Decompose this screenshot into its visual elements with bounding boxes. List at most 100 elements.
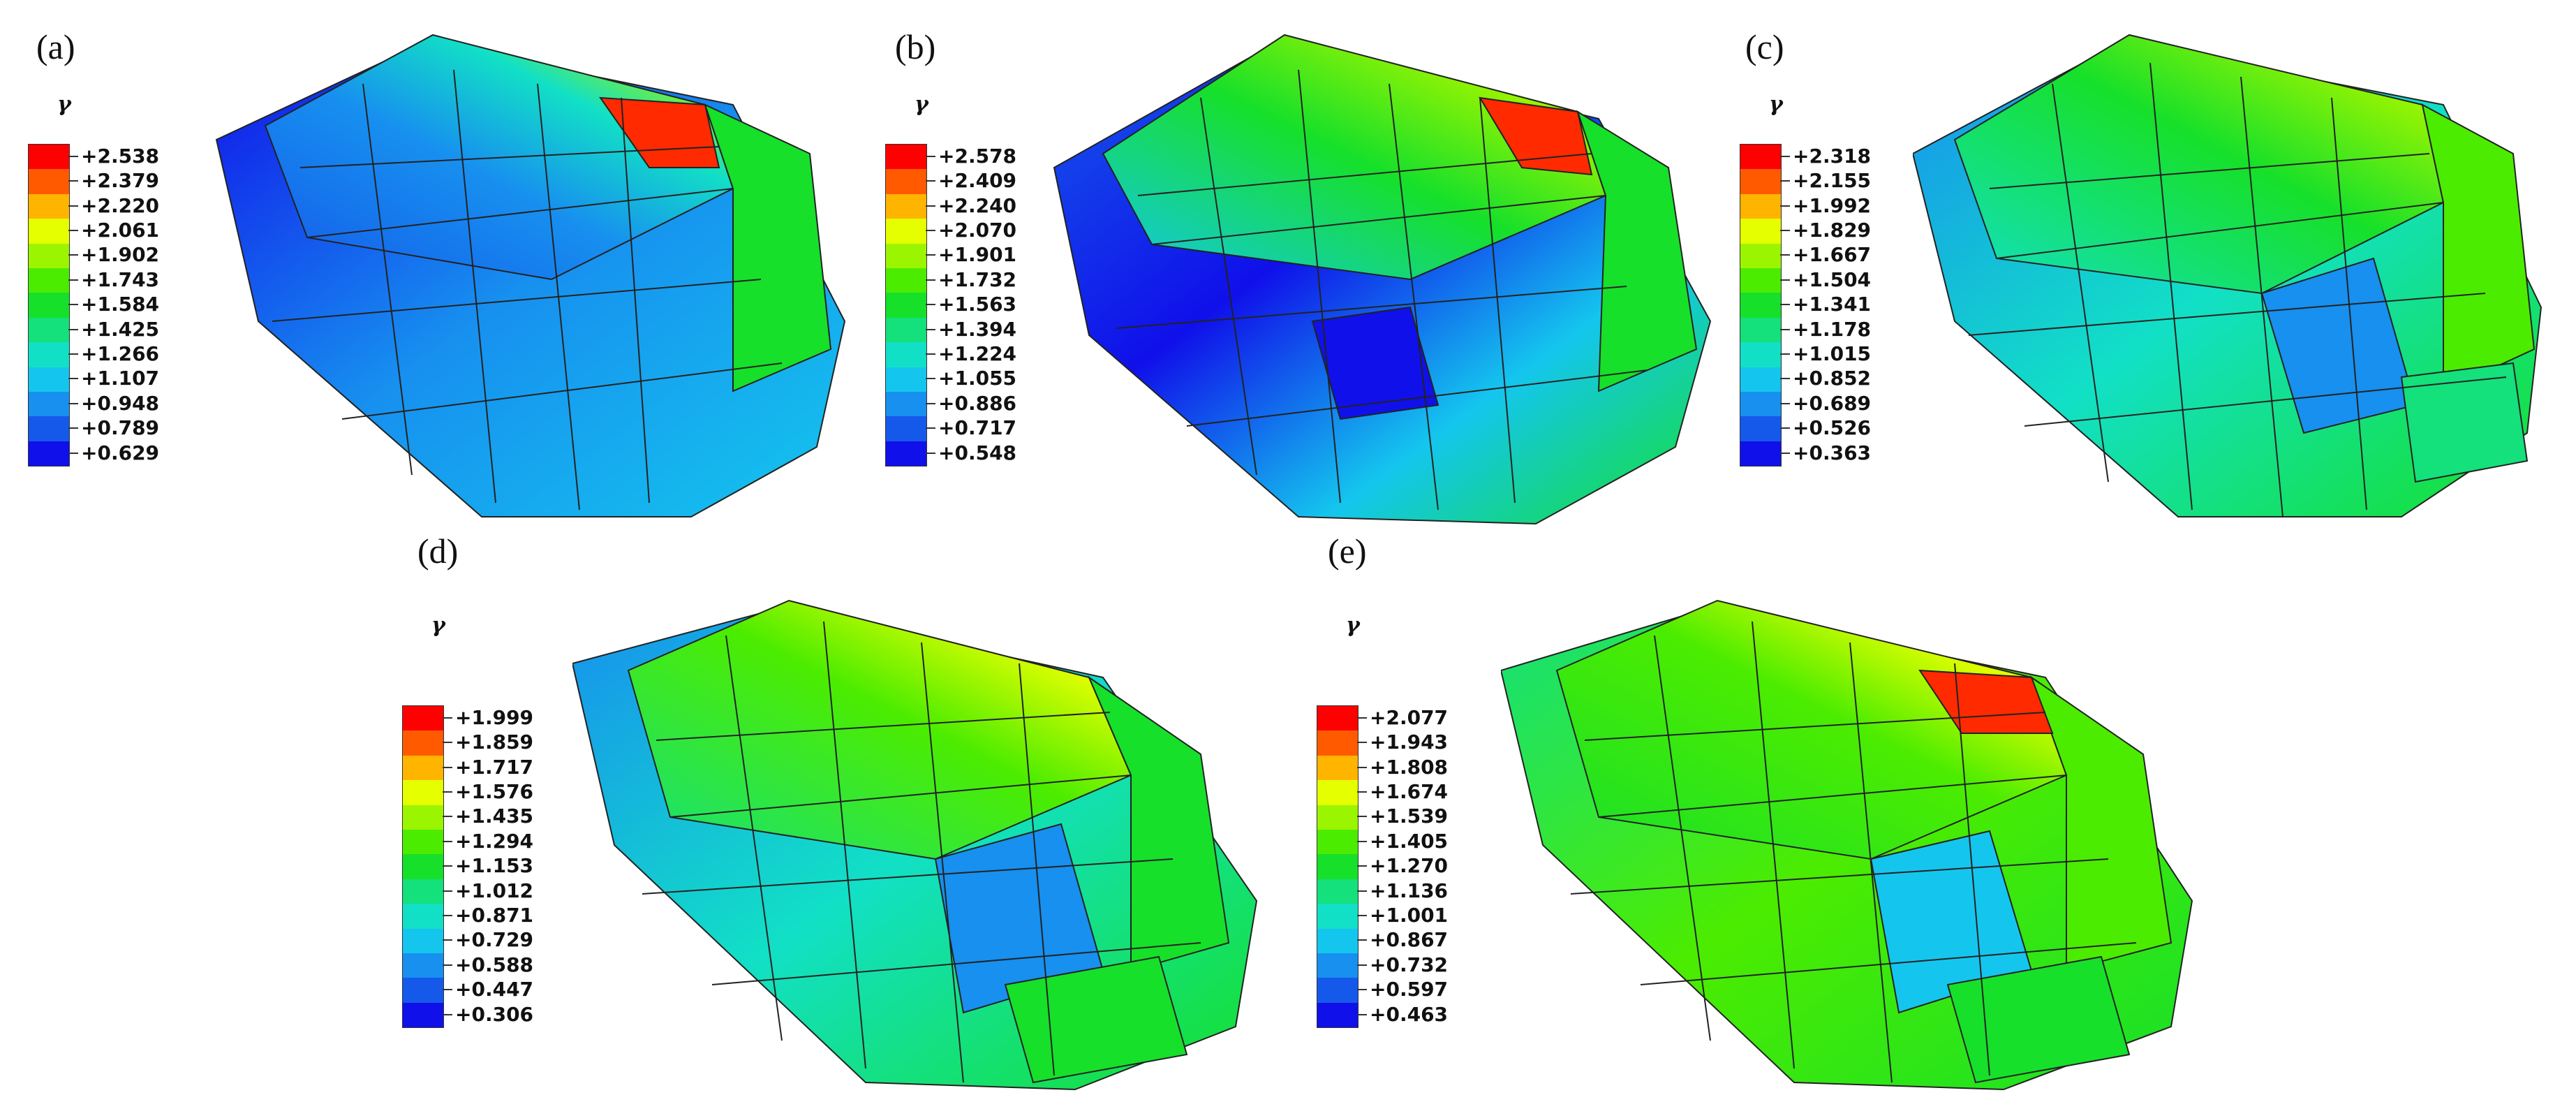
color-swatch [886, 342, 926, 367]
legend-value: +0.886 [938, 391, 1017, 415]
color-swatch [1740, 145, 1781, 170]
legend-tick [68, 378, 78, 380]
legend-tick [1780, 328, 1790, 330]
legend-value: +0.732 [1370, 953, 1449, 976]
legend-tick [926, 180, 935, 182]
color-swatch [1317, 854, 1358, 879]
legend-value: +0.717 [938, 416, 1017, 440]
color-swatch [1317, 928, 1358, 953]
color-swatch [403, 928, 443, 953]
color-swatch [29, 317, 69, 343]
legend-tick [68, 402, 78, 404]
legend-value: +1.055 [938, 367, 1017, 390]
legend-value: +1.674 [1370, 779, 1449, 803]
legend-tick [926, 304, 935, 306]
legend-value: +1.294 [455, 829, 534, 853]
legend-tick [926, 427, 935, 429]
legend-value: +1.576 [455, 779, 534, 803]
deformed-mesh-a [215, 34, 846, 517]
legend-tick [443, 1013, 452, 1015]
color-swatch [1740, 367, 1781, 392]
legend-symbol-c: γ [1769, 92, 1783, 117]
legend-tick [443, 939, 452, 941]
panel-label-e: (e) [1328, 531, 1367, 571]
legend-value: +2.061 [81, 218, 160, 242]
legend-tick [1357, 989, 1367, 991]
legend-value: +0.447 [455, 978, 534, 1001]
color-swatch [1740, 169, 1781, 194]
legend-value: +1.999 [455, 705, 534, 729]
legend-value: +1.224 [938, 341, 1017, 365]
legend-tick [1357, 1013, 1367, 1015]
legend-tick [1357, 939, 1367, 941]
legend-value: +1.012 [455, 879, 534, 902]
color-swatch [1740, 391, 1781, 417]
color-swatch [403, 706, 443, 731]
color-swatch [886, 416, 926, 441]
legend-value: +0.306 [455, 1002, 534, 1026]
legend-value: +1.808 [1370, 755, 1449, 779]
legend-value: +0.852 [1793, 367, 1872, 390]
color-swatch [403, 780, 443, 805]
legend-tick [1780, 279, 1790, 281]
legend-symbol-d: γ [431, 613, 445, 638]
color-swatch [886, 267, 926, 293]
color-swatch [1740, 441, 1781, 467]
color-swatch [1740, 243, 1781, 268]
color-swatch [1740, 267, 1781, 293]
color-swatch [1740, 193, 1781, 219]
panel-label-d: (d) [417, 531, 459, 571]
legend-value: +1.405 [1370, 829, 1449, 853]
color-swatch [886, 193, 926, 219]
legend-tick [1357, 717, 1367, 719]
legend-tick [68, 304, 78, 306]
color-swatch [403, 755, 443, 781]
legend-tick [443, 717, 452, 719]
legend-tick [1780, 353, 1790, 355]
color-swatch [886, 391, 926, 417]
color-swatch [29, 193, 69, 219]
legend-value: +1.001 [1370, 903, 1449, 927]
legend-tick [68, 155, 78, 157]
legend-tick [1357, 791, 1367, 793]
color-swatch [886, 317, 926, 343]
color-scale-b [885, 144, 927, 467]
color-swatch [1317, 755, 1358, 781]
legend-tick [68, 427, 78, 429]
legend-value: +1.136 [1370, 879, 1449, 902]
legend-tick [926, 452, 935, 454]
legend-tick [926, 378, 935, 380]
legend-tick [443, 989, 452, 991]
legend-value: +1.270 [1370, 854, 1449, 878]
legend-tick [1780, 254, 1790, 256]
color-swatch [403, 978, 443, 1003]
color-swatch [403, 879, 443, 904]
color-swatch [886, 293, 926, 318]
legend-value: +1.732 [938, 267, 1017, 291]
legend-tick [68, 328, 78, 330]
legend-value: +1.015 [1793, 341, 1872, 365]
color-swatch [1317, 953, 1358, 978]
legend-tick [1780, 452, 1790, 454]
legend-value: +0.948 [81, 391, 160, 415]
legend-value: +1.153 [455, 854, 534, 878]
legend-value: +1.667 [1793, 243, 1872, 267]
legend-tick [68, 353, 78, 355]
legend-value: +1.829 [1793, 218, 1872, 242]
legend-value: +0.729 [455, 928, 534, 952]
legend-value: +2.070 [938, 218, 1017, 242]
legend-tick [1780, 180, 1790, 182]
color-swatch [403, 854, 443, 879]
legend-symbol-e: γ [1346, 613, 1360, 638]
color-scale-e [1317, 705, 1359, 1029]
color-swatch [1317, 805, 1358, 830]
legend-value: +1.435 [455, 805, 534, 828]
legend-tick [68, 229, 78, 231]
legend-value: +0.789 [81, 416, 160, 440]
legend-value: +2.077 [1370, 705, 1449, 729]
legend-value: +1.743 [81, 267, 160, 291]
legend-value: +0.629 [81, 441, 160, 464]
legend-tick [443, 840, 452, 842]
deformed-mesh-b [1053, 34, 1712, 525]
color-swatch [403, 904, 443, 929]
